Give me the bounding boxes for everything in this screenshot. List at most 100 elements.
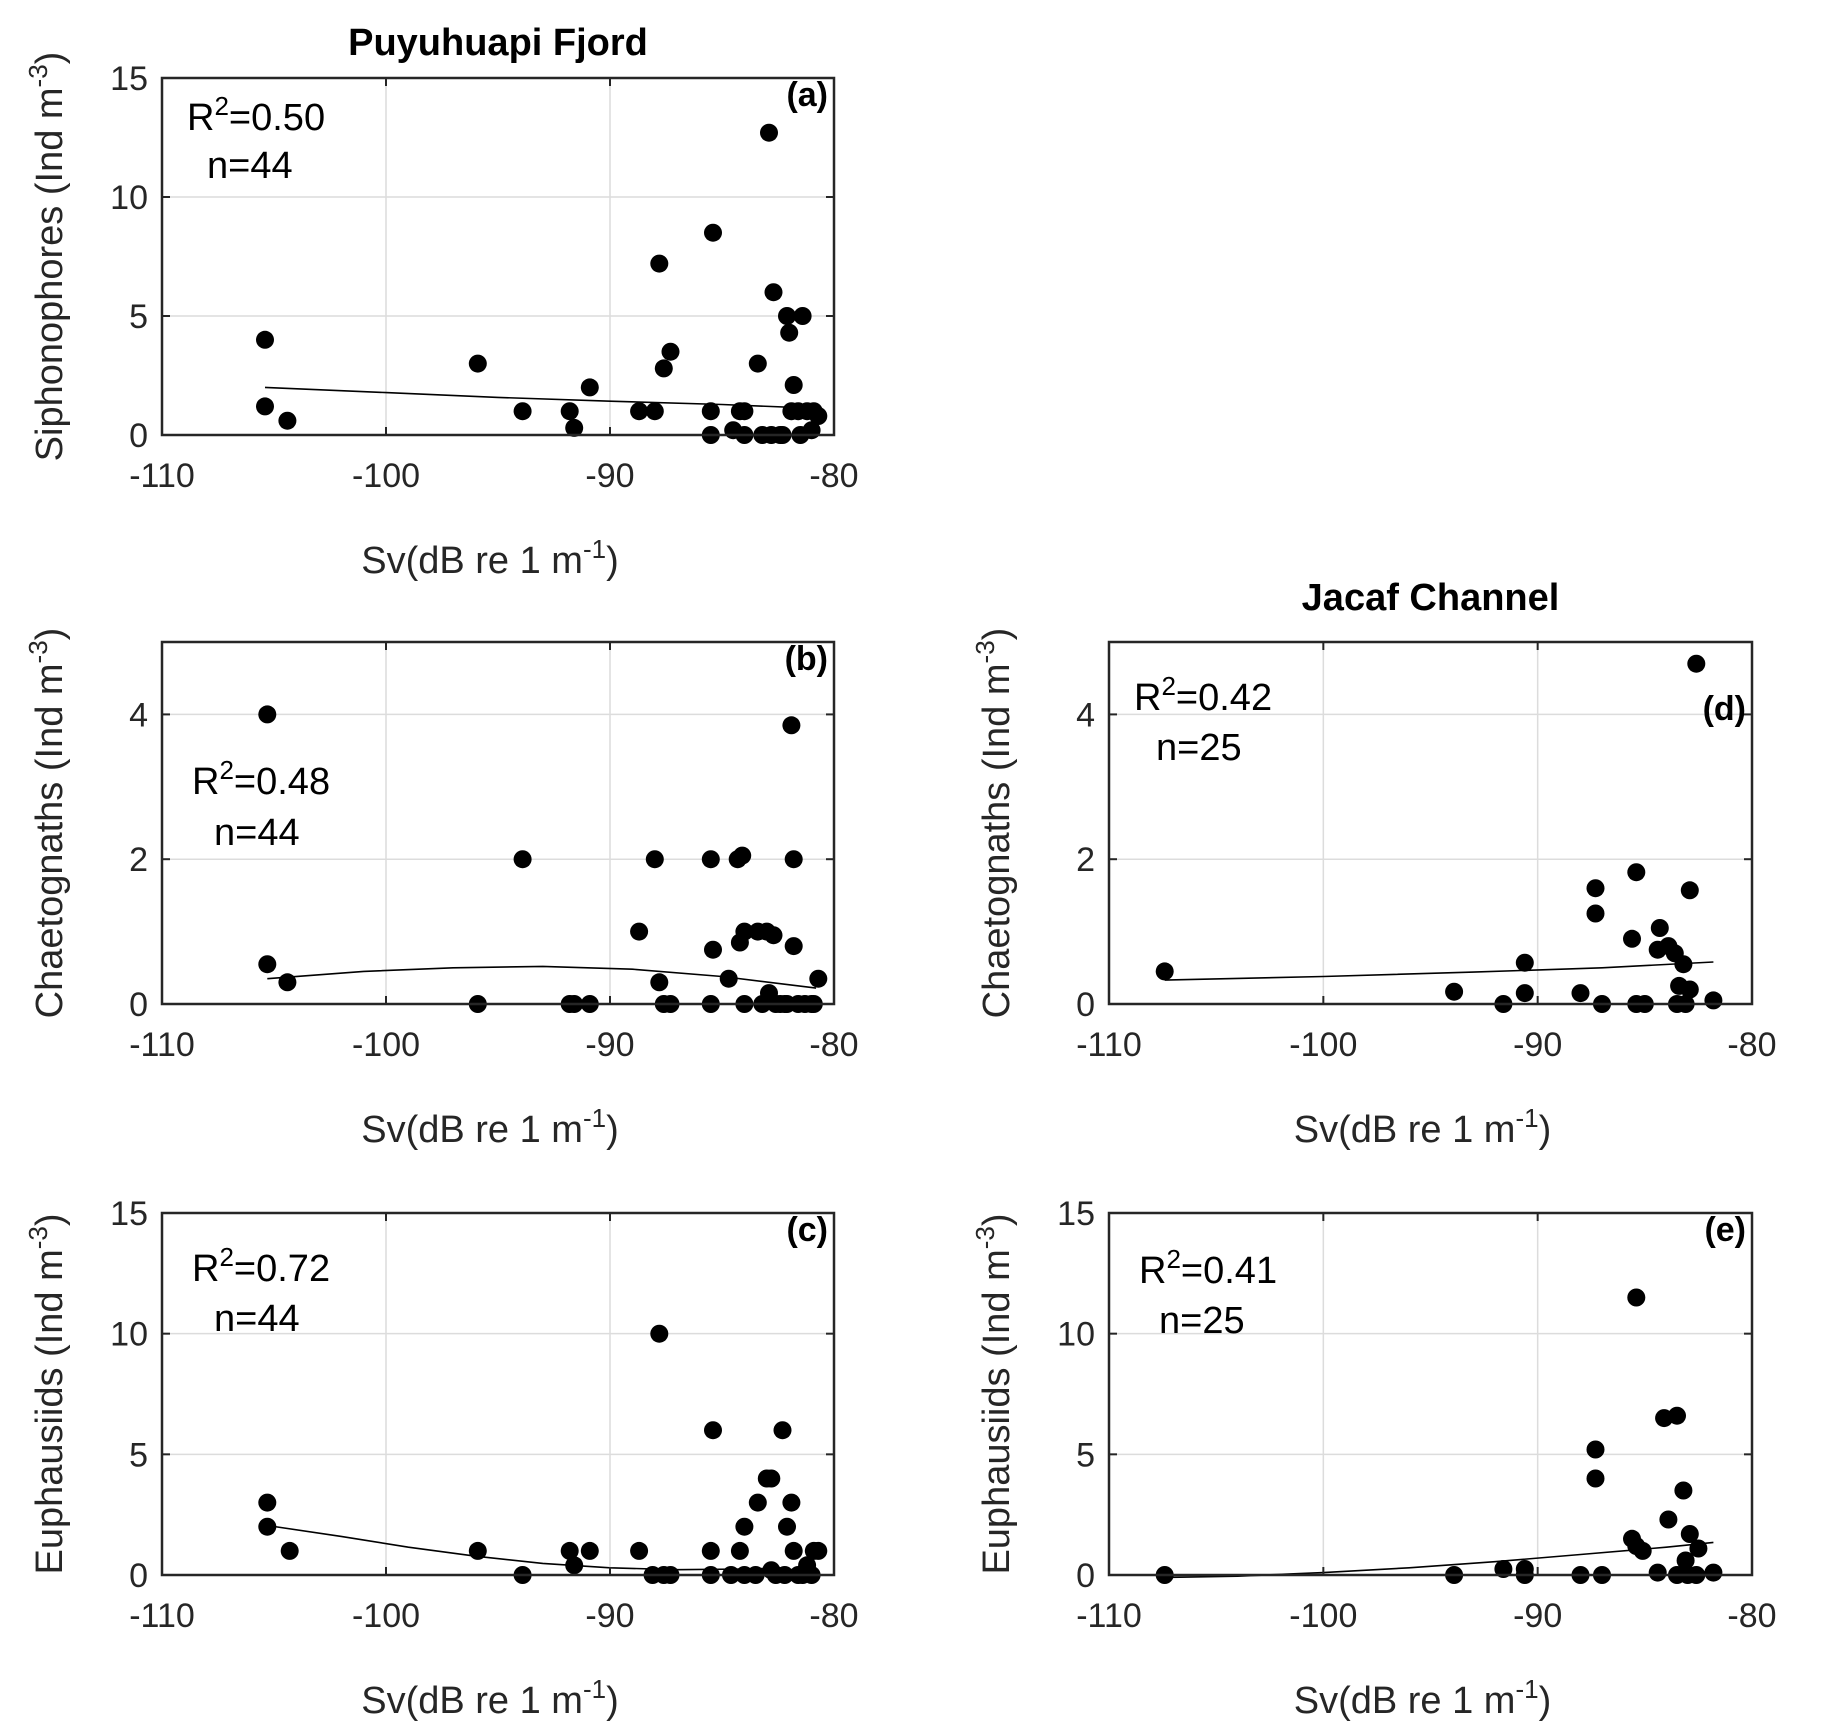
- data-point: [704, 940, 722, 959]
- data-point: [256, 397, 274, 416]
- data-point: [784, 937, 803, 956]
- data-point: [733, 846, 752, 865]
- panel-c: -110 -100 -90 -80 0 5 10 15 Sv(dB re 1 m-1) Eupha…: [23, 1195, 859, 1722]
- data-point: [809, 407, 828, 425]
- panel-d: -110 -100 -90 -80 0 2 4 Sv(dB re 1 m-1) Chaetogn…: [970, 577, 1777, 1151]
- y-tick-label: 5: [129, 298, 148, 336]
- data-point: [513, 850, 532, 869]
- x-tick-label: -100: [1289, 1026, 1357, 1064]
- plot-area: [1109, 1213, 1752, 1575]
- y-tick-label: 4: [1076, 696, 1095, 734]
- data-point: [1515, 984, 1534, 1003]
- x-tick-label: -110: [129, 457, 195, 495]
- data-point: [773, 1421, 792, 1440]
- data-point: [258, 955, 277, 974]
- n-annotation: n=25: [1159, 1300, 1245, 1342]
- y-tick-label: 0: [129, 1557, 148, 1595]
- data-point: [762, 1469, 781, 1488]
- y-axis-label: Siphonophores (Ind m-3): [23, 52, 71, 462]
- data-point: [565, 418, 584, 437]
- data-point: [780, 323, 799, 342]
- data-point: [764, 926, 783, 945]
- data-point: [793, 307, 812, 325]
- x-tick-label: -90: [585, 457, 634, 495]
- axes-frame: [1107, 640, 1754, 1006]
- x-tick-label: -110: [129, 1026, 195, 1064]
- data-point: [1633, 1541, 1652, 1560]
- data-point: [782, 1493, 801, 1512]
- r-squared-annotation: R2=0.72: [192, 1242, 330, 1290]
- data-point: [701, 402, 720, 421]
- data-point: [778, 307, 796, 325]
- data-point: [1680, 881, 1699, 900]
- y-tick-label: 0: [1076, 1557, 1095, 1595]
- y-tick-label: 4: [129, 696, 148, 734]
- data-point: [704, 1421, 722, 1440]
- data-point: [1680, 980, 1699, 999]
- x-tick-label: -110: [1076, 1597, 1142, 1635]
- data-point: [1650, 919, 1669, 937]
- data-point: [1515, 953, 1534, 972]
- data-point: [1155, 962, 1174, 981]
- x-tick-label: -100: [352, 1026, 420, 1064]
- r-squared-annotation: R2=0.41: [1139, 1244, 1277, 1292]
- data-point: [256, 330, 274, 349]
- x-tick-label: -110: [1076, 1026, 1142, 1064]
- data-point: [650, 254, 669, 273]
- data-point: [258, 1517, 277, 1536]
- data-point: [1687, 654, 1706, 673]
- fit-line: [267, 1524, 790, 1571]
- x-tick-label: -100: [352, 1597, 420, 1635]
- panel-label: (d): [1703, 690, 1746, 728]
- data-point: [701, 1541, 720, 1560]
- y-axis-label: Chaetognaths (Ind m-3): [970, 628, 1018, 1019]
- data-point: [1586, 879, 1605, 898]
- y-tick-label: 10: [1057, 1316, 1095, 1354]
- y-tick-label: 5: [129, 1436, 148, 1474]
- data-point: [760, 123, 778, 142]
- data-point: [1704, 991, 1723, 1010]
- x-tick-label: -90: [585, 1026, 634, 1064]
- data-point: [661, 342, 680, 361]
- y-tick-label: 0: [129, 986, 148, 1024]
- x-tick-label: -100: [1289, 1597, 1357, 1635]
- x-tick-label: -80: [809, 1026, 858, 1064]
- plot-area: [1109, 642, 1752, 1004]
- x-tick-label: -80: [809, 457, 858, 495]
- data-point: [1676, 1551, 1695, 1570]
- data-point: [513, 402, 532, 421]
- data-point: [784, 376, 803, 394]
- x-tick-label: -80: [1727, 1026, 1776, 1064]
- data-point: [1668, 1406, 1686, 1425]
- data-point: [784, 850, 803, 869]
- data-point: [1627, 863, 1646, 882]
- plot-area: [162, 78, 834, 435]
- y-axis-label: Chaetognaths (Ind m-3): [23, 628, 71, 1019]
- data-point: [630, 1541, 649, 1560]
- data-point: [1445, 982, 1464, 1001]
- data-point: [735, 1517, 754, 1536]
- data-point: [764, 283, 783, 302]
- data-point: [1586, 1469, 1605, 1488]
- data-point: [580, 378, 599, 397]
- y-tick-label: 2: [1076, 841, 1095, 879]
- data-point: [468, 354, 487, 373]
- data-point: [560, 402, 579, 421]
- data-point: [1586, 904, 1605, 923]
- y-tick-label: 5: [1076, 1436, 1095, 1474]
- panel-label: (e): [1704, 1211, 1746, 1249]
- axes-frame: [160, 1211, 836, 1577]
- data-point: [645, 850, 664, 869]
- data-point: [468, 1541, 487, 1560]
- data-point: [748, 1493, 767, 1512]
- data-point: [630, 402, 649, 421]
- axes-frame: [1107, 1211, 1754, 1577]
- plot-area: [162, 642, 834, 1004]
- y-tick-label: 15: [110, 60, 148, 98]
- y-tick-label: 0: [129, 417, 148, 455]
- y-axis-label: Euphausiids (Ind m-3): [970, 1213, 1018, 1574]
- data-point: [1627, 1288, 1646, 1307]
- fit-line: [1164, 961, 1714, 981]
- x-axis-label: Sv(dB re 1 m-1): [361, 1103, 619, 1151]
- data-point: [735, 402, 754, 421]
